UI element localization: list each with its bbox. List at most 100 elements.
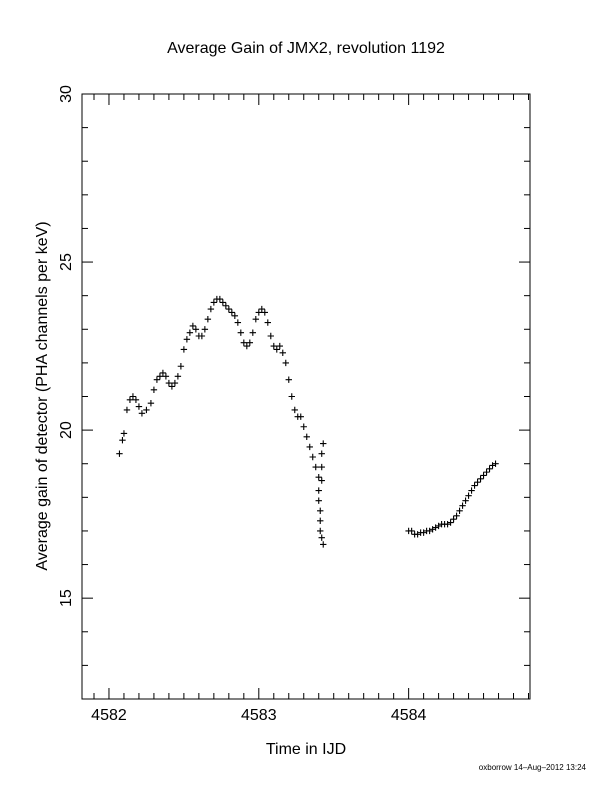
data-point	[234, 319, 242, 326]
data-point	[207, 305, 215, 313]
data-point	[492, 460, 499, 467]
data-point	[408, 527, 415, 535]
data-point	[279, 349, 286, 357]
data-point	[216, 295, 224, 303]
data-point	[318, 463, 325, 471]
data-points	[116, 295, 499, 548]
data-point	[174, 373, 182, 380]
data-point	[222, 302, 230, 309]
data-point	[231, 312, 239, 320]
data-point	[288, 393, 295, 400]
data-point	[462, 497, 469, 504]
chart-title: Average Gain of JMX2, revolution 1192	[167, 40, 445, 57]
data-point	[456, 507, 463, 514]
data-point	[249, 329, 257, 336]
x-tick-label: 4582	[91, 707, 127, 724]
y-axis-ticks: 15 20 25 30	[58, 85, 530, 700]
data-point	[168, 383, 176, 390]
data-point	[264, 319, 271, 326]
data-point	[132, 396, 140, 404]
data-point	[318, 450, 325, 457]
data-point	[315, 473, 322, 481]
data-point	[150, 386, 158, 393]
data-point	[285, 376, 292, 383]
data-point	[317, 507, 324, 514]
x-tick-label: 4584	[391, 707, 427, 724]
data-point	[465, 492, 472, 499]
y-axis-label: Average gain of detector (PHA channels p…	[34, 221, 51, 570]
data-point	[426, 527, 433, 535]
data-point	[147, 400, 155, 407]
data-point	[243, 342, 251, 350]
x-axis-ticks: 4582 4583 4584	[91, 94, 530, 724]
data-point	[315, 497, 322, 504]
data-point	[183, 336, 191, 343]
data-point	[261, 309, 268, 316]
data-point	[429, 526, 436, 533]
data-point	[306, 443, 313, 451]
data-point	[317, 527, 324, 535]
data-point	[255, 309, 263, 316]
data-point	[291, 406, 298, 414]
y-tick-label: 30	[58, 85, 75, 103]
data-point	[318, 477, 325, 484]
data-point	[480, 472, 487, 479]
data-point	[159, 369, 167, 377]
data-point	[201, 326, 209, 333]
data-point	[315, 487, 322, 494]
data-point	[312, 463, 319, 471]
data-point	[471, 482, 478, 489]
data-point	[120, 430, 128, 437]
x-axis-label: Time in IJD	[266, 741, 346, 758]
data-point	[198, 332, 206, 340]
data-point	[219, 299, 227, 306]
data-point	[171, 379, 179, 387]
y-tick-label: 15	[58, 589, 75, 607]
data-point	[320, 440, 327, 447]
data-point	[459, 502, 466, 509]
data-point	[177, 363, 185, 370]
data-point	[300, 423, 307, 430]
data-point	[420, 529, 427, 536]
data-point	[240, 339, 248, 346]
data-point	[483, 468, 490, 476]
plot-frame	[81, 93, 531, 700]
data-point	[225, 305, 233, 313]
data-point	[192, 326, 200, 333]
data-point	[450, 515, 457, 523]
data-point	[119, 436, 126, 444]
data-point	[165, 379, 173, 387]
data-point	[210, 299, 218, 306]
data-point	[477, 475, 484, 483]
data-point	[435, 522, 442, 530]
data-point	[320, 541, 327, 548]
data-point	[474, 479, 481, 486]
data-point	[453, 512, 460, 520]
data-point	[489, 462, 496, 469]
data-point	[468, 487, 475, 494]
y-tick-label: 20	[58, 421, 75, 439]
data-point	[309, 453, 316, 461]
data-point	[447, 519, 454, 526]
data-point	[282, 359, 289, 367]
data-point	[186, 329, 194, 336]
data-point	[129, 393, 137, 400]
x-tick-label: 4583	[241, 707, 277, 724]
data-point	[123, 406, 131, 414]
data-point	[432, 524, 439, 531]
data-point	[180, 346, 188, 353]
data-point	[135, 403, 143, 410]
data-point	[153, 376, 161, 383]
data-point	[258, 305, 265, 313]
data-point	[318, 534, 325, 541]
data-point	[143, 406, 150, 414]
data-point	[270, 342, 277, 350]
data-point	[444, 521, 451, 528]
data-point	[189, 322, 197, 330]
data-point	[252, 315, 260, 323]
data-point	[246, 339, 254, 346]
data-point	[276, 342, 283, 350]
data-point	[126, 396, 134, 404]
data-point	[162, 373, 170, 380]
